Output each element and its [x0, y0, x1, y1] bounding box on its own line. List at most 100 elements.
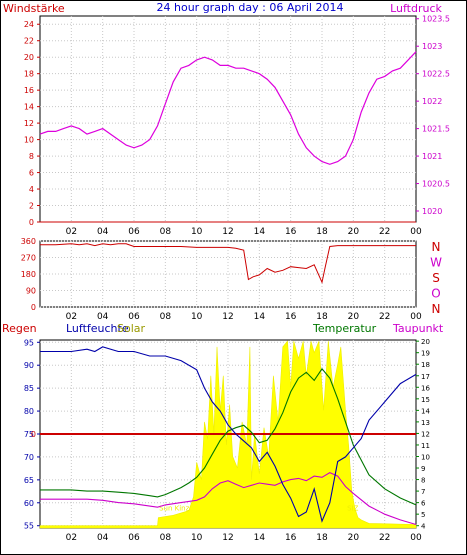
temperature-tick-label: 15: [421, 396, 430, 404]
right-y-tick-label: 1023: [422, 42, 442, 51]
temperature-tick-label: 9: [421, 465, 425, 473]
x-tick-label: 12: [222, 312, 233, 322]
x-tick-label: 04: [97, 533, 109, 543]
x-tick-label: 14: [254, 227, 266, 237]
x-tick-label: 04: [97, 312, 109, 322]
humidity-tick-label: 55: [24, 522, 34, 531]
header-left-label: Windstärke: [3, 2, 65, 15]
x-tick-label: 14: [254, 312, 266, 322]
chart-title: 24 hour graph day : 06 April 2014: [157, 1, 344, 14]
humidity-tick-label: 90: [24, 361, 34, 370]
x-tick-label: 08: [160, 533, 172, 543]
direction-tick-label: 360: [21, 237, 36, 246]
right-y-tick-label: 1023.5: [422, 15, 450, 24]
left-y-tick-label: 18: [24, 70, 34, 79]
x-tick-label: 12: [222, 533, 233, 543]
temperature-tick-label: 7: [421, 488, 425, 496]
legend-solar: Solar: [117, 322, 146, 335]
compass-label: O: [431, 287, 440, 301]
direction-line: [40, 243, 416, 284]
x-tick-label: 20: [348, 227, 360, 237]
left-y-tick-label: 14: [24, 103, 34, 112]
x-tick-label: 22: [379, 533, 390, 543]
x-tick-label: 06: [128, 312, 140, 322]
x-tick-label: 18: [316, 533, 328, 543]
x-tick-label: 22: [379, 312, 390, 322]
x-tick-label: 18: [316, 227, 328, 237]
temperature-tick-label: 6: [421, 500, 426, 508]
humidity-tick-label: 65: [24, 476, 34, 485]
left-y-tick-label: 6: [29, 169, 34, 178]
left-y-tick-label: 12: [24, 119, 34, 128]
left-y-tick-label: 4: [29, 185, 34, 194]
left-y-tick-label: 22: [24, 37, 34, 46]
x-tick-label: 00: [410, 227, 422, 237]
pressure-line: [39, 51, 417, 165]
humidity-tick-label: 70: [24, 453, 34, 462]
temperature-tick-label: 17: [421, 373, 430, 381]
temperature-tick-label: 16: [421, 384, 430, 392]
temperature-tick-label: 14: [421, 407, 430, 415]
humidity-tick-label: 60: [24, 499, 34, 508]
x-tick-label: 00: [410, 312, 422, 322]
temperature-tick-label: 8: [421, 477, 425, 485]
humidity-tick-label: 80: [24, 407, 34, 416]
direction-tick-label: 270: [21, 254, 36, 263]
x-tick-label: 02: [66, 312, 77, 322]
x-tick-label: 16: [285, 312, 297, 322]
legend-luftfeuchte: Luftfeuchte: [66, 322, 129, 335]
right-y-tick-label: 1021.5: [422, 125, 450, 134]
x-tick-label: 10: [191, 227, 203, 237]
temperature-tick-label: 12: [421, 430, 430, 438]
x-tick-label: 12: [222, 227, 233, 237]
solar-annotation: Sun Kinz: [159, 505, 190, 513]
temperature-tick-label: 13: [421, 419, 430, 427]
x-tick-label: 02: [66, 227, 77, 237]
temperature-tick-label: 10: [421, 453, 430, 461]
left-y-tick-label: 24: [24, 20, 34, 29]
header-right-label: Luftdruck: [390, 2, 442, 15]
solar-annotation: SIZ: [347, 505, 359, 513]
legend-temperatur: Temperatur: [312, 322, 377, 335]
right-y-tick-label: 1022.5: [422, 70, 450, 79]
compass-label: N: [432, 302, 441, 316]
compass-label: W: [430, 256, 442, 270]
x-tick-label: 00: [410, 533, 422, 543]
right-y-tick-label: 1020.5: [422, 180, 450, 189]
left-y-tick-label: 8: [29, 152, 34, 161]
rain-value-label: 0: [31, 430, 36, 439]
x-tick-label: 18: [316, 312, 328, 322]
compass-label: N: [432, 240, 441, 254]
left-y-tick-label: 16: [24, 86, 34, 95]
temperature-line: [40, 367, 417, 506]
right-y-tick-label: 1021: [422, 152, 442, 161]
humidity-tick-label: 75: [24, 430, 34, 439]
left-y-tick-label: 20: [24, 53, 34, 62]
temperature-tick-label: 20: [421, 338, 430, 346]
left-y-tick-label: 0: [29, 218, 34, 227]
legend-taupunkt: Taupunkt: [392, 322, 444, 335]
temperature-tick-label: 5: [421, 511, 425, 519]
humidity-line: [40, 346, 417, 523]
x-tick-label: 08: [160, 227, 172, 237]
left-y-tick-label: 2: [29, 202, 34, 211]
humidity-tick-label: 95: [24, 338, 34, 347]
x-tick-label: 04: [97, 227, 109, 237]
right-y-tick-label: 1022: [422, 97, 442, 106]
humidity-tick-label: 85: [24, 384, 34, 393]
dewpoint-line: [40, 471, 417, 526]
compass-label: S: [432, 271, 440, 285]
temperature-tick-label: 18: [421, 361, 430, 369]
x-tick-label: 08: [160, 312, 172, 322]
x-tick-label: 22: [379, 227, 390, 237]
x-tick-label: 20: [348, 533, 360, 543]
x-tick-label: 10: [191, 533, 203, 543]
legend-regen: Regen: [2, 322, 37, 335]
x-tick-label: 10: [191, 312, 203, 322]
x-tick-label: 02: [66, 533, 77, 543]
temperature-tick-label: 4: [421, 523, 426, 531]
x-tick-label: 06: [128, 227, 140, 237]
x-tick-label: 14: [254, 533, 266, 543]
right-y-tick-label: 1020: [422, 207, 442, 216]
